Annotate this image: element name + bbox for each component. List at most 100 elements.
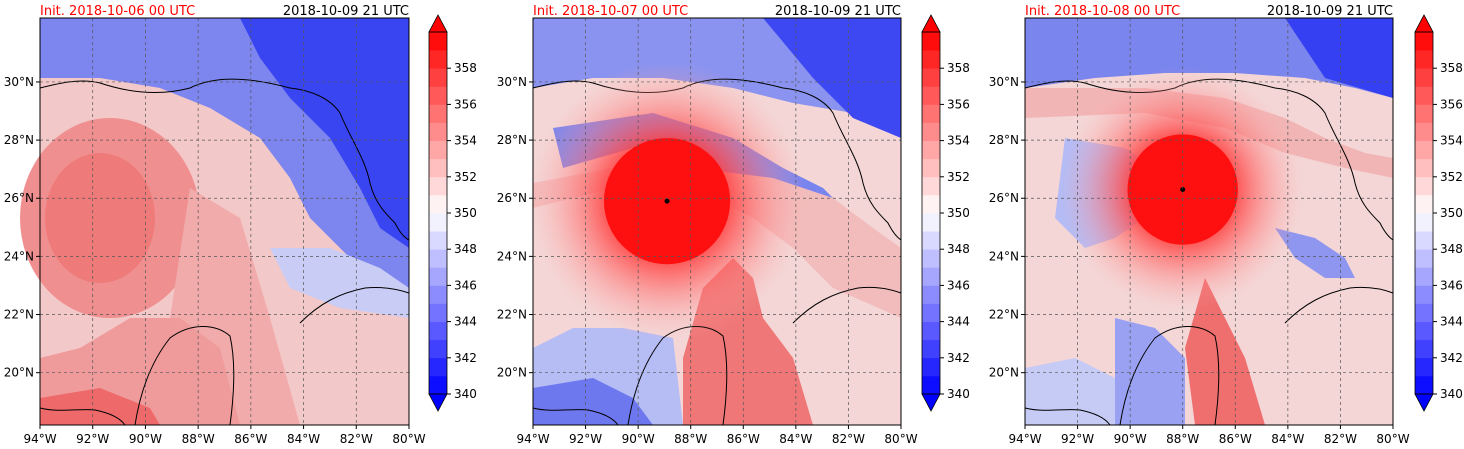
colorbar-tick-label: 350: [1440, 206, 1463, 220]
colorbar-bin: [922, 267, 940, 286]
lon-tick-label: 82°W: [340, 432, 373, 446]
lon-tick-label: 94°W: [1008, 432, 1041, 446]
theta-e-field: [20, 18, 409, 425]
lon-tick-label: 82°W: [1324, 432, 1357, 446]
colorbar-tick-label: 358: [1440, 61, 1463, 75]
colorbar-2: 340 342 344 346 348 350 352 354 356 358: [921, 14, 970, 412]
colorbar-bin: [1415, 158, 1433, 178]
colorbar-bin: [922, 32, 940, 51]
colorbar-tick-label: 358: [454, 61, 477, 75]
lat-tick-label: 30°N: [4, 75, 34, 89]
colorbar-bin: [922, 303, 940, 322]
colorbar-min-extension: [921, 393, 941, 412]
colorbar-bin: [429, 104, 447, 123]
colorbar-bin: [429, 321, 447, 341]
storm-core: [1061, 68, 1305, 311]
valid-time-label: 2018-10-09 21 UTC: [283, 4, 409, 19]
lat-tick-label: 30°N: [989, 75, 1019, 89]
lat-tick-label: 24°N: [497, 249, 527, 263]
lon-ticks: 94°W 92°W 90°W 88°W 86°W 84°W 82°W 80°W: [516, 425, 918, 446]
colorbar-bin: [922, 50, 940, 69]
grid: [40, 18, 409, 425]
colorbar-bin: [429, 357, 447, 377]
valid-time-label: 2018-10-09 21 UTC: [1267, 4, 1393, 19]
colorbar-tick-label: 340: [1440, 387, 1463, 401]
lat-tick-label: 28°N: [4, 133, 34, 147]
colorbar-bin: [1415, 249, 1433, 268]
grid: [533, 18, 901, 425]
init-time-label: Init. 2018-10-06 00 UTC: [40, 4, 195, 19]
colorbar-max-extension: [1414, 14, 1434, 33]
lon-tick-label: 88°W: [674, 432, 707, 446]
lon-tick-label: 92°W: [569, 432, 602, 446]
colorbar-bin: [922, 140, 940, 160]
colorbar-bin: [429, 375, 447, 395]
colorbar-bin: [429, 50, 447, 69]
colorbar-tick-label: 348: [947, 242, 970, 256]
colorbar-bin: [429, 303, 447, 322]
colorbar-bin: [429, 32, 447, 51]
colorbar-bin: [1415, 321, 1433, 341]
colorbar-bin: [922, 357, 940, 377]
lat-tick-label: 28°N: [497, 133, 527, 147]
colorbar-min-extension: [1414, 393, 1434, 412]
colorbar-tick-label: 344: [1440, 315, 1463, 329]
colorbar-tick-label: 356: [454, 97, 477, 111]
colorbar-tick-label: 356: [1440, 97, 1463, 111]
lon-tick-label: 90°W: [622, 432, 655, 446]
lon-tick-label: 80°W: [392, 432, 425, 446]
colorbar-tick-label: 350: [454, 206, 477, 220]
lon-tick-label: 94°W: [516, 432, 549, 446]
colorbar-bin: [429, 86, 447, 105]
lat-tick-label: 22°N: [4, 308, 34, 322]
lat-tick-label: 22°N: [497, 308, 527, 322]
lon-tick-label: 90°W: [1114, 432, 1147, 446]
colorbar-tick-label: 342: [947, 351, 970, 365]
colorbar-tick-label: 352: [947, 170, 970, 184]
colorbar-tick-label: 348: [1440, 242, 1463, 256]
colorbar-bin: [429, 339, 447, 359]
valid-time-label: 2018-10-09 21 UTC: [775, 4, 901, 19]
colorbar-tick-label: 358: [947, 61, 970, 75]
colorbar-bin: [1415, 68, 1433, 87]
colorbar-3: 340 342 344 346 348 350 352 354 356 358: [1414, 14, 1463, 412]
colorbar-tick-label: 340: [454, 387, 477, 401]
colorbar-tick-label: 342: [1440, 351, 1463, 365]
colorbar-bin: [922, 104, 940, 123]
colorbar-bin: [429, 285, 447, 304]
colorbar-bin: [429, 140, 447, 160]
lat-tick-label: 20°N: [989, 366, 1019, 380]
lat-tick-label: 26°N: [989, 191, 1019, 205]
colorbar-bin: [1415, 267, 1433, 286]
colorbar-bin: [1415, 32, 1433, 51]
colorbar-bin: [1415, 122, 1433, 141]
lat-tick-label: 30°N: [497, 75, 527, 89]
colorbar-tick-label: 346: [454, 278, 477, 292]
lon-tick-label: 90°W: [129, 432, 162, 446]
lon-tick-label: 86°W: [1219, 432, 1252, 446]
map-panel-1: Init. 2018-10-06 00 UTC 2018-10-09 21 UT…: [4, 4, 426, 446]
colorbar-bin: [429, 122, 447, 141]
colorbar-bin: [429, 231, 447, 250]
colorbar-bin: [1415, 213, 1433, 232]
colorbar-bin: [1415, 285, 1433, 304]
colorbar-bin: [429, 68, 447, 87]
colorbar-bin: [922, 285, 940, 304]
colorbar-bin: [429, 213, 447, 232]
lon-ticks: 94°W 92°W 90°W 88°W 86°W 84°W 82°W 80°W: [23, 425, 426, 446]
colorbar-bin: [1415, 194, 1433, 214]
colorbar-bin: [1415, 303, 1433, 322]
colorbar-tick-label: 350: [947, 206, 970, 220]
colorbar-bin: [922, 339, 940, 359]
colorbar-1: 340 342 344 346 348 350 352 354 356 358: [428, 14, 477, 412]
grid: [1025, 18, 1393, 425]
lat-tick-label: 22°N: [989, 308, 1019, 322]
colorbar-tick-label: 342: [454, 351, 477, 365]
lon-tick-label: 86°W: [727, 432, 760, 446]
colorbar-bin: [922, 68, 940, 87]
colorbar-bin: [1415, 50, 1433, 69]
colorbar-tick-label: 354: [1440, 134, 1463, 148]
colorbar-tick-label: 344: [947, 315, 970, 329]
lat-ticks: 20°N 22°N 24°N 26°N 28°N 30°N: [497, 75, 533, 380]
colorbar-bin: [1415, 375, 1433, 395]
